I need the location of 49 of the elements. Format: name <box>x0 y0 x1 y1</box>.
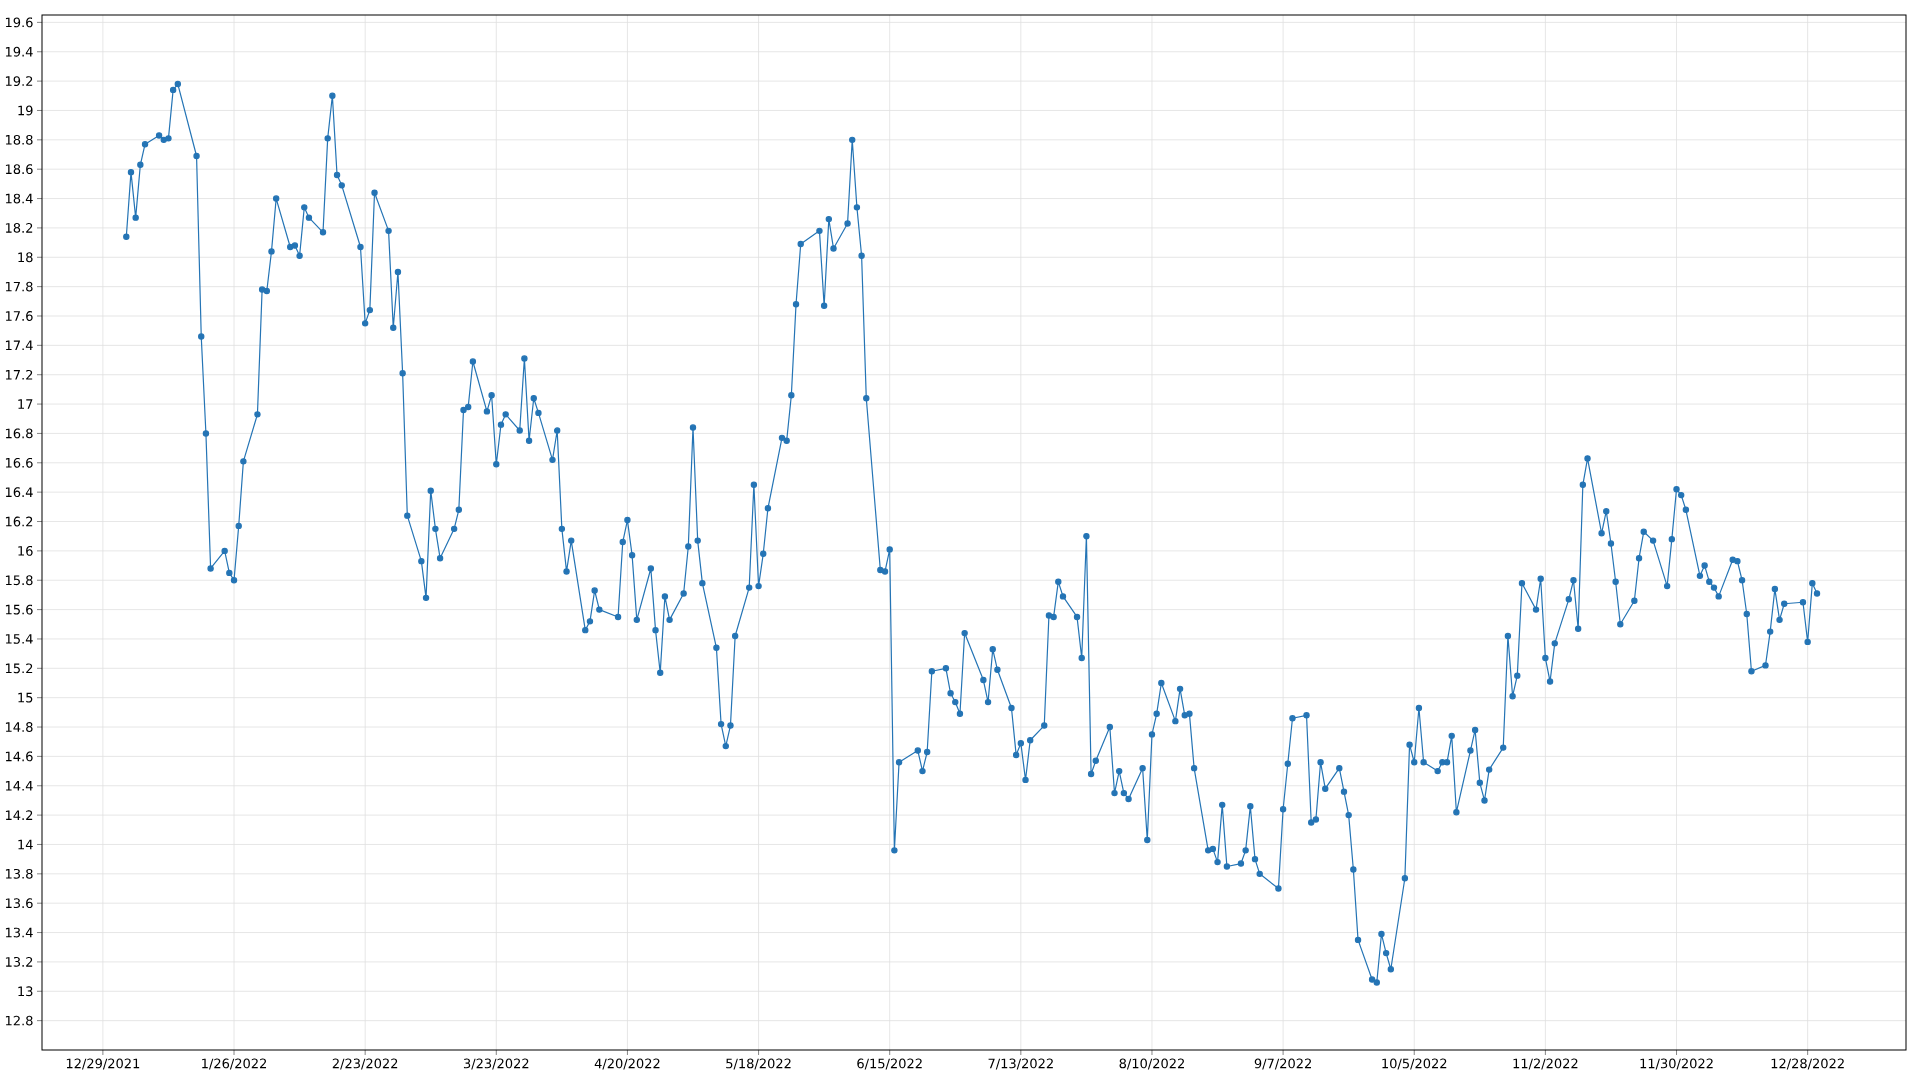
y-tick-label: 19.2 <box>5 76 33 87</box>
x-tick-label: 9/7/2022 <box>1254 1058 1311 1070</box>
y-tick-label: 14.4 <box>5 781 33 791</box>
x-tick-label: 1/26/2022 <box>202 1058 267 1070</box>
x-tick-label: 4/20/2022 <box>594 1058 660 1070</box>
y-tick-label: 13.6 <box>5 898 33 909</box>
x-tick-label: 5/18/2022 <box>726 1058 791 1070</box>
y-tick-label: 12.8 <box>5 1015 33 1026</box>
y-tick-label: 18.4 <box>5 193 33 204</box>
y-tick-label: 16.6 <box>5 457 33 468</box>
y-tick-label: 16 <box>18 545 33 556</box>
y-tick-label: 19 <box>18 105 33 116</box>
x-tick-label: 6/15/2022 <box>857 1058 922 1070</box>
y-tick-label: 13.4 <box>5 927 33 938</box>
y-tick-label: 16.4 <box>5 487 33 498</box>
y-tick-label: 16.8 <box>5 428 33 439</box>
y-tick-label: 15 <box>18 692 33 703</box>
x-tick-label: 2/23/2022 <box>332 1058 398 1070</box>
y-tick-label: 17.2 <box>5 369 33 380</box>
x-tick-label: 12/28/2022 <box>1771 1058 1844 1070</box>
y-tick-label: 18.2 <box>5 223 33 233</box>
y-tick-label: 19.6 <box>5 17 33 28</box>
y-tick-label: 14 <box>18 839 33 850</box>
y-tick-label: 17.6 <box>5 311 33 321</box>
x-tick-label: 7/13/2022 <box>988 1058 1053 1070</box>
x-tick-label: 3/23/2022 <box>463 1058 529 1070</box>
x-tick-label: 12/29/2021 <box>66 1058 140 1070</box>
x-tick-label: 8/10/2022 <box>1119 1058 1184 1070</box>
y-tick-label: 14.8 <box>5 722 33 732</box>
y-tick-label: 13.8 <box>5 868 33 879</box>
x-tick-label: 11/30/2022 <box>1640 1058 1713 1070</box>
y-tick-label: 14.2 <box>5 810 33 820</box>
y-tick-label: 17 <box>18 399 33 409</box>
y-tick-label: 13 <box>18 986 33 997</box>
y-tick-label: 15.8 <box>5 575 33 586</box>
y-tick-label: 18 <box>18 252 33 263</box>
y-tick-label: 15.4 <box>5 634 33 644</box>
y-tick-label: 17.8 <box>5 281 33 292</box>
y-tick-label: 18.8 <box>5 134 33 145</box>
y-tick-label: 15.2 <box>5 663 33 674</box>
y-tick-label: 17.4 <box>5 340 33 351</box>
y-tick-label: 14.6 <box>5 751 33 762</box>
x-tick-label: 11/2/2022 <box>1513 1058 1578 1070</box>
y-tick-label: 19.4 <box>5 46 33 57</box>
y-tick-label: 16.2 <box>5 516 33 527</box>
y-tick-label: 15.6 <box>5 604 33 615</box>
x-tick-label: 10/5/2022 <box>1382 1058 1447 1070</box>
y-tick-label: 13.2 <box>5 957 33 967</box>
y-tick-label: 18.6 <box>5 164 33 175</box>
